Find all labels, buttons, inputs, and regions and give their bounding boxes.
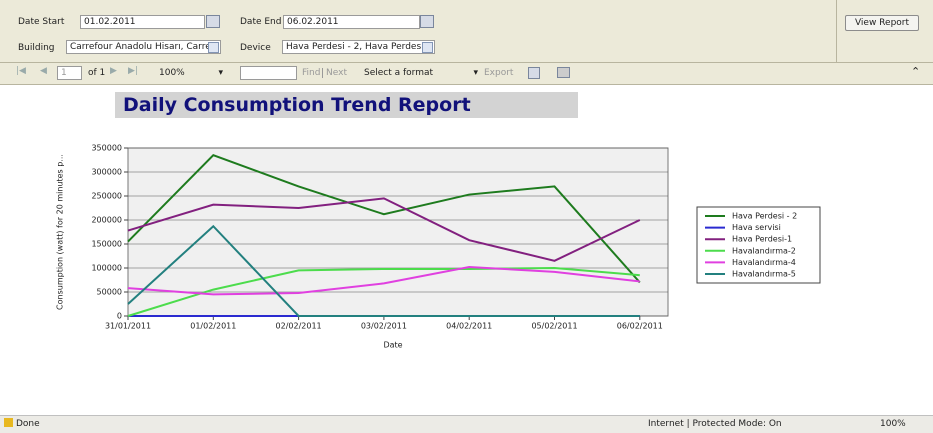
page-input[interactable]: 1 xyxy=(57,66,82,80)
series-line xyxy=(127,154,641,284)
y-tick-label: 0 xyxy=(117,312,122,321)
legend-label: Havalandırma-2 xyxy=(732,246,796,255)
series-line xyxy=(127,266,640,296)
x-tick-label: 02/02/2011 xyxy=(276,322,322,331)
next-link[interactable]: Next xyxy=(326,68,347,78)
separator xyxy=(322,68,323,78)
y-tick-label: 50000 xyxy=(97,288,122,297)
date-start-input[interactable]: 01.02.2011 xyxy=(80,15,205,29)
dropdown-arrow[interactable]: ▾ xyxy=(218,68,223,78)
chart: 0 50000 100000 150000 200000 250000 300000 3500… xyxy=(56,144,821,350)
zoom-select[interactable]: 100% ▾ xyxy=(155,66,228,80)
x-tick-label: 31/01/2011 xyxy=(105,322,151,331)
label: Date End xyxy=(240,17,282,27)
building-select[interactable]: Carrefour Anadolu Hisarı, Carref xyxy=(66,40,221,54)
series-line xyxy=(127,224,640,317)
legend-label: Havalandırma-5 xyxy=(732,270,796,279)
label: Building xyxy=(18,43,55,53)
report-title: Daily Consumption Trend Report xyxy=(115,92,578,118)
select-text: Hava Perdesi - 2, Hava Perdesi- xyxy=(286,42,427,52)
series-line xyxy=(127,197,641,262)
legend-box xyxy=(696,206,821,284)
y-tick-label: 150000 xyxy=(91,240,122,249)
legend-label: Havalandırma-4 xyxy=(732,258,796,267)
nav-next[interactable]: ▶ xyxy=(110,66,117,76)
series-line xyxy=(127,266,640,317)
page-count: of 1 xyxy=(88,68,106,78)
dropdown-arrow[interactable] xyxy=(422,42,433,53)
x-tick-label: 04/02/2011 xyxy=(446,322,492,331)
status-bar xyxy=(0,415,933,433)
select-text: 100% xyxy=(159,68,185,78)
nav-prev[interactable]: ◀ xyxy=(40,66,47,76)
x-axis-label: Date xyxy=(383,341,402,350)
calendar-icon[interactable] xyxy=(206,15,220,28)
label: Date Start xyxy=(18,17,65,27)
x-tick-label: 05/02/2011 xyxy=(531,322,577,331)
x-tick-label: 01/02/2011 xyxy=(190,322,236,331)
zone-text: Internet | Protected Mode: On xyxy=(648,419,782,429)
y-tick-label: 300000 xyxy=(91,168,122,177)
date-end-input[interactable]: 06.02.2011 xyxy=(283,15,420,29)
select-text: Carrefour Anadolu Hisarı, Carref xyxy=(70,42,214,52)
divider xyxy=(836,0,837,62)
print-icon[interactable] xyxy=(557,67,570,78)
x-tick-label: 06/02/2011 xyxy=(617,322,663,331)
nav-last[interactable]: ▶| xyxy=(128,66,138,76)
y-axis-label: Consumption (watt) for 20 minutes p... xyxy=(56,154,65,310)
collapse-icon[interactable]: ⌃ xyxy=(911,65,921,78)
legend-label: Hava Perdesi-1 xyxy=(732,235,792,244)
find-input[interactable] xyxy=(240,66,297,80)
y-tick-label: 200000 xyxy=(91,216,122,225)
format-select[interactable]: Select a format ▾ xyxy=(360,66,483,80)
legend-label: Hava servisi xyxy=(732,223,781,232)
x-tick-label: 03/02/2011 xyxy=(361,322,407,331)
zoom-text[interactable]: 100% xyxy=(880,419,906,429)
label: Device xyxy=(240,43,271,53)
calendar-icon[interactable] xyxy=(420,15,434,28)
device-select[interactable]: Hava Perdesi - 2, Hava Perdesi- xyxy=(282,40,435,54)
dropdown-arrow[interactable]: ▾ xyxy=(473,68,478,78)
status-text: Done xyxy=(16,419,40,429)
dropdown-arrow[interactable] xyxy=(208,42,219,53)
legend-label: Hava Perdesi - 2 xyxy=(732,212,797,221)
export-link[interactable]: Export xyxy=(484,68,514,78)
select-text: Select a format xyxy=(364,68,434,78)
y-tick-label: 100000 xyxy=(91,264,122,273)
nav-first[interactable]: |◀ xyxy=(16,66,26,76)
y-tick-label: 350000 xyxy=(91,144,122,153)
y-tick-label: 250000 xyxy=(91,192,122,201)
find-link[interactable]: Find xyxy=(302,68,321,78)
refresh-icon[interactable] xyxy=(528,67,540,79)
warning-icon xyxy=(4,418,13,427)
view-report-button[interactable]: View Report xyxy=(845,15,919,31)
